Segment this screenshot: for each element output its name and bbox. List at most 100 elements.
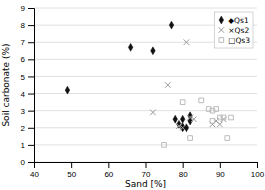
y-tick-mark <box>28 25 34 26</box>
grid-line <box>34 76 257 77</box>
point <box>180 100 185 105</box>
x-tick: 50 <box>67 162 76 179</box>
point <box>165 82 171 88</box>
y-axis: 0 1 2 3 4 5 6 7 8 9 <box>21 4 35 167</box>
legend-entry: □Qs3 <box>219 36 250 45</box>
y-tick-label: 3 <box>21 107 26 116</box>
point <box>188 136 193 141</box>
x-tick: 100 <box>251 162 265 179</box>
series <box>65 21 192 132</box>
x-tick-label: 60 <box>104 170 113 179</box>
y-tick-mark <box>28 128 34 129</box>
legend-symbol <box>219 27 225 33</box>
point <box>128 43 133 51</box>
x-tick-label: 80 <box>179 170 188 179</box>
x-tick-label: 50 <box>67 170 76 179</box>
point <box>214 107 219 112</box>
series <box>162 98 234 147</box>
point <box>180 125 186 131</box>
point <box>151 47 156 55</box>
x-tick-label: 90 <box>216 170 225 179</box>
y-tick-mark <box>28 42 34 43</box>
y-tick-mark <box>28 76 34 77</box>
point <box>180 115 185 123</box>
x-tick-label: 40 <box>30 170 39 179</box>
point <box>225 136 230 141</box>
y-axis-title: Soil carbonate (%) <box>1 43 11 126</box>
y-tick-mark <box>28 94 34 95</box>
point <box>173 115 178 123</box>
y-tick: 4 <box>21 90 34 99</box>
legend-symbol <box>219 16 224 24</box>
point <box>199 98 204 103</box>
legend-label: ◆Qs1 <box>228 16 249 25</box>
y-axis-line <box>28 9 35 163</box>
y-tick: 1 <box>21 141 34 150</box>
y-tick-label: 7 <box>21 38 26 47</box>
y-tick-label: 9 <box>21 4 26 13</box>
x-tick: 40 <box>30 162 39 179</box>
point <box>217 122 223 128</box>
point <box>65 86 70 94</box>
y-tick: 8 <box>21 21 34 30</box>
plot-area <box>65 21 233 147</box>
x-axis-title: Sand [%] <box>125 179 166 189</box>
grid-line <box>34 59 257 60</box>
x-tick-mark <box>71 162 72 168</box>
x-tick: 60 <box>104 162 113 179</box>
legend-label: ×Qs2 <box>228 26 249 35</box>
y-grid <box>34 8 257 162</box>
y-tick-mark <box>28 8 34 9</box>
legend-entry: ×Qs2 <box>219 26 250 35</box>
x-tick-label: 100 <box>251 170 265 179</box>
chart: 40 50 60 70 80 90 100 0 1 2 3 4 5 6 7 8 9 Sand [%] Soil ca… <box>0 0 265 190</box>
y-tick-label: 6 <box>21 55 26 64</box>
x-tick-mark <box>220 162 221 168</box>
y-tick: 6 <box>21 55 34 64</box>
x-tick-label: 70 <box>142 170 151 179</box>
y-tick-mark <box>28 111 34 112</box>
y-tick-label: 4 <box>21 90 26 99</box>
y-tick: 0 <box>21 158 34 167</box>
y-tick: 2 <box>21 124 34 133</box>
grid-line <box>34 110 257 111</box>
y-tick: 7 <box>21 38 34 47</box>
series <box>150 39 226 130</box>
y-tick-label: 5 <box>21 73 26 82</box>
y-tick-label: 0 <box>21 158 26 167</box>
legend-entry: ◆Qs1 <box>219 16 249 25</box>
y-tick-mark <box>28 162 34 163</box>
point <box>210 119 215 124</box>
point <box>162 143 167 148</box>
y-tick-label: 1 <box>21 141 26 150</box>
legend-symbol <box>219 38 224 43</box>
y-tick: 9 <box>21 4 34 13</box>
x-tick-mark <box>108 162 109 168</box>
grid-line <box>34 8 257 9</box>
y-tick-mark <box>28 145 34 146</box>
grid-line <box>34 127 257 128</box>
point <box>229 115 234 120</box>
point <box>221 115 226 120</box>
legend-frame <box>214 12 253 48</box>
x-tick-mark <box>183 162 184 168</box>
x-tick-mark <box>257 162 258 168</box>
point <box>191 116 197 122</box>
x-tick-mark <box>146 162 147 168</box>
point <box>177 120 182 128</box>
point <box>150 110 156 116</box>
legend-label: □Qs3 <box>228 36 250 45</box>
y-tick-label: 8 <box>21 21 26 30</box>
x-tick: 70 <box>142 162 151 179</box>
x-tick: 90 <box>216 162 225 179</box>
y-tick: 3 <box>21 107 34 116</box>
point <box>184 39 190 45</box>
point <box>169 21 174 29</box>
grid-line <box>34 144 257 145</box>
x-axis-line <box>35 163 258 169</box>
legend: ◆Qs1×Qs2□Qs3 <box>214 12 253 48</box>
y-tick-mark <box>28 59 34 60</box>
x-axis: 40 50 60 70 80 90 100 <box>30 162 265 179</box>
x-tick: 80 <box>179 162 188 179</box>
y-tick-label: 2 <box>21 124 26 133</box>
